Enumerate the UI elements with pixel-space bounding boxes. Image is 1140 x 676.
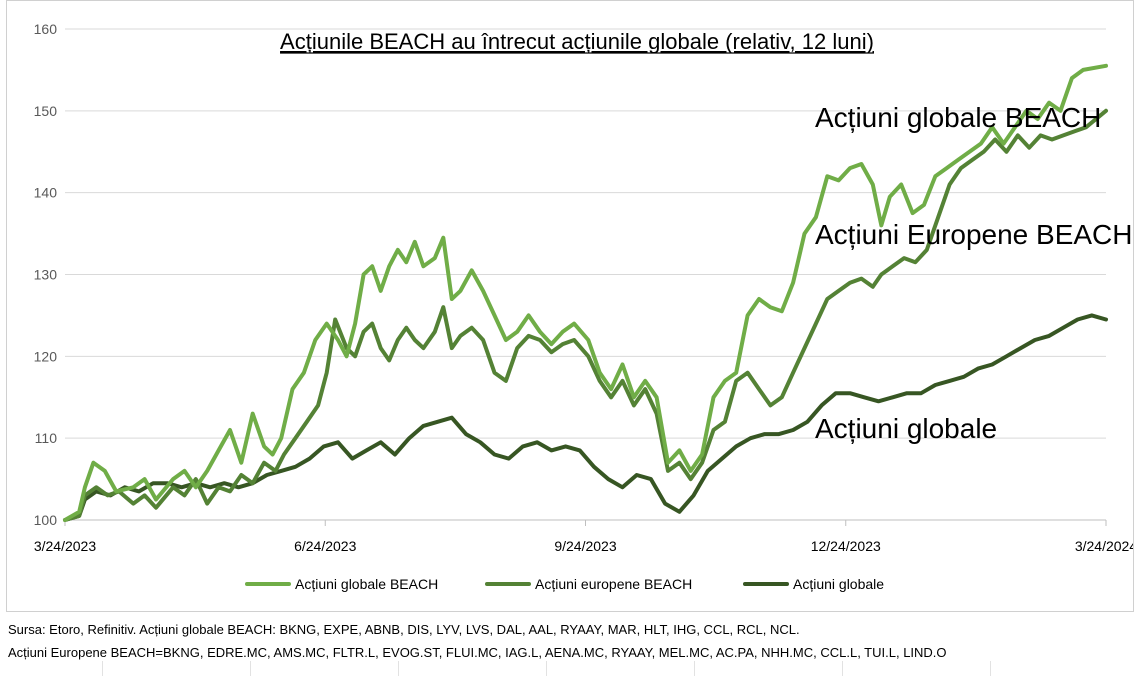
annotation-2: Acțiuni globale bbox=[815, 413, 997, 444]
series-line-0 bbox=[63, 63, 1108, 522]
sheet-gridline bbox=[102, 661, 103, 676]
series-line-2 bbox=[63, 313, 1108, 522]
legend-label-0: Acțiuni globale BEACH bbox=[295, 576, 438, 592]
annotation-1: Acțiuni Europene BEACH bbox=[815, 219, 1133, 250]
y-tick-label-150: 150 bbox=[34, 103, 58, 119]
legend-label-1: Acțiuni europene BEACH bbox=[535, 576, 692, 592]
line-chart: 100 110 120 130 140 150 160 3/24/2023 6/24/2023 9… bbox=[34, 21, 1134, 592]
sheet-gridline bbox=[694, 661, 695, 676]
series-line-1 bbox=[63, 108, 1108, 522]
chart-title: Acțiunile BEACH au întrecut acțiunile gl… bbox=[280, 29, 874, 54]
x-tick-label-2: 9/24/2023 bbox=[554, 538, 616, 554]
x-tick-label-0: 3/24/2023 bbox=[34, 538, 96, 554]
annotation-0: Acțiuni globale BEACH bbox=[815, 102, 1101, 133]
sheet-gridline bbox=[398, 661, 399, 676]
sheet-gridline bbox=[842, 661, 843, 676]
x-tick-label-4: 3/24/2024 bbox=[1075, 538, 1134, 554]
y-tick-label-160: 160 bbox=[34, 21, 58, 37]
y-tick-label-100: 100 bbox=[34, 512, 58, 528]
y-tick-label-130: 130 bbox=[34, 267, 58, 283]
sheet-gridline bbox=[990, 661, 991, 676]
sheet-gridline bbox=[250, 661, 251, 676]
source-note-2: Acțiuni Europene BEACH=BKNG, EDRE.MC, AM… bbox=[8, 645, 947, 660]
y-tick-label-120: 120 bbox=[34, 348, 58, 364]
sheet-gridline bbox=[546, 661, 547, 676]
x-tick-label-3: 12/24/2023 bbox=[811, 538, 881, 554]
source-note-1: Sursa: Etoro, Refinitiv. Acțiuni globale… bbox=[8, 622, 800, 637]
y-tick-label-110: 110 bbox=[35, 430, 58, 446]
y-tick-label-140: 140 bbox=[34, 185, 58, 201]
chart-frame: 100 110 120 130 140 150 160 3/24/2023 6/24/2023 9… bbox=[6, 0, 1134, 612]
x-tick-label-1: 6/24/2023 bbox=[294, 538, 356, 554]
legend-label-2: Acțiuni globale bbox=[793, 576, 884, 592]
